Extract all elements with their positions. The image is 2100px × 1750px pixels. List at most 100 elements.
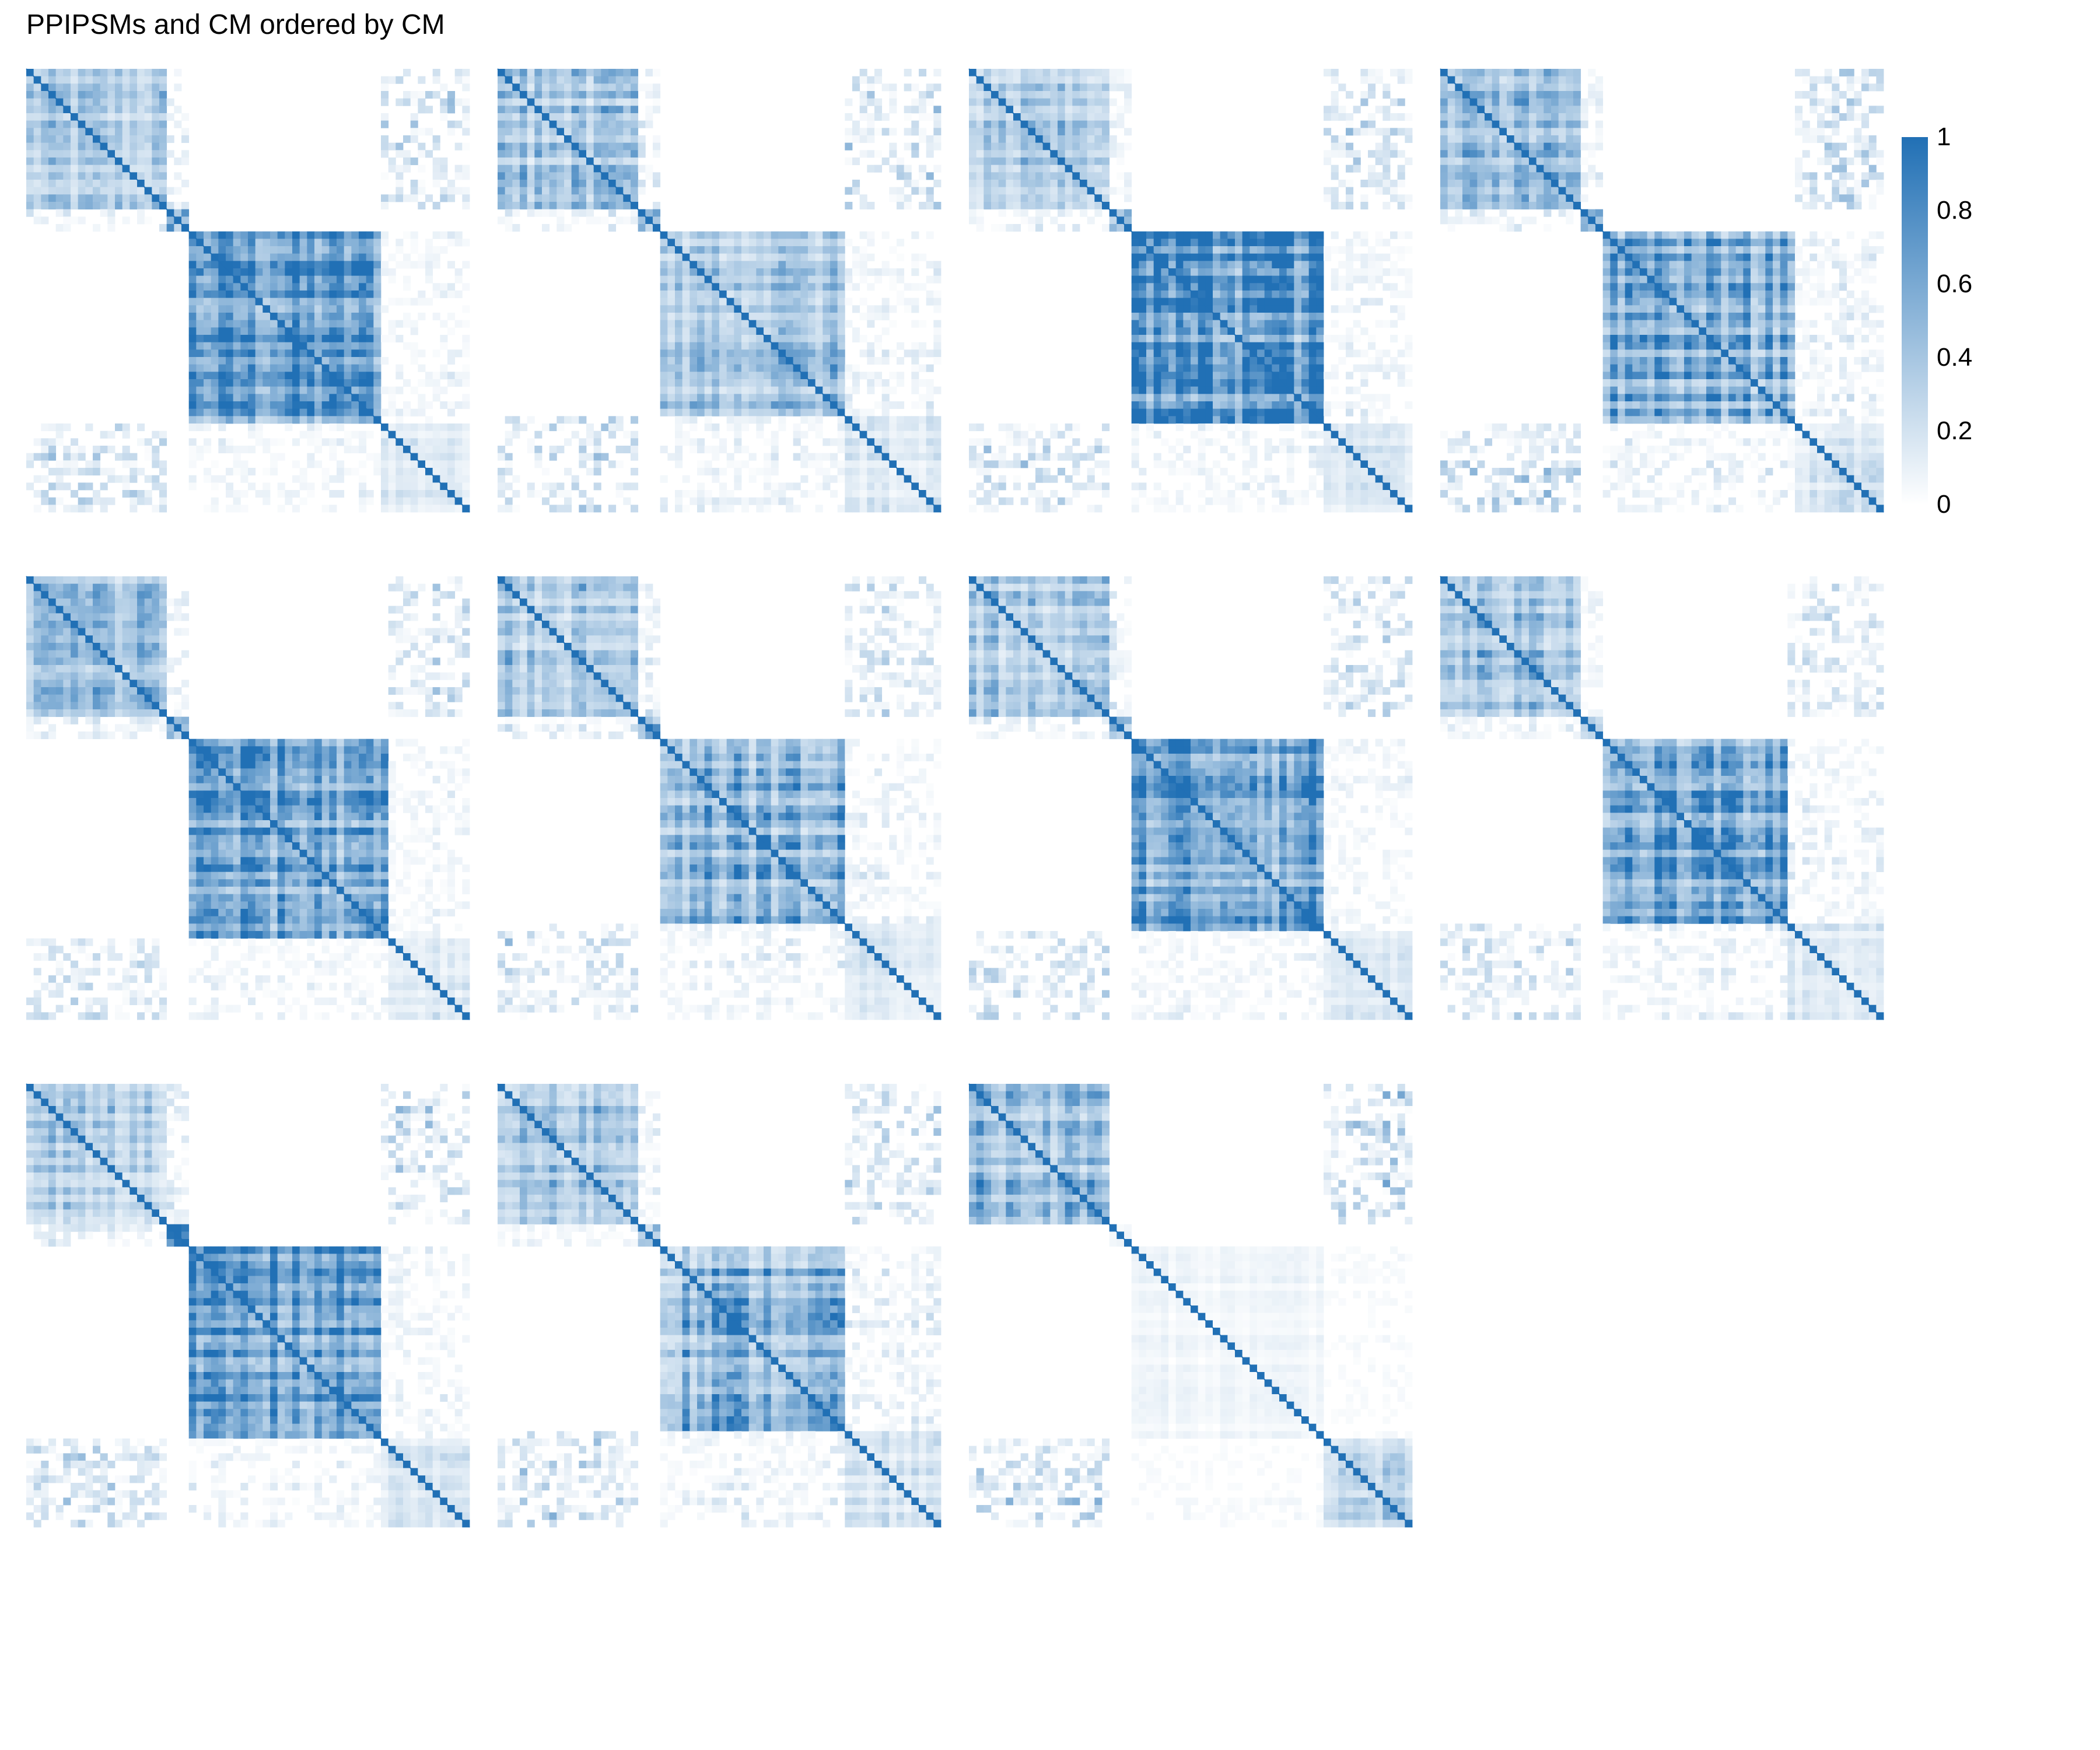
heatmap-cell <box>314 313 323 321</box>
heatmap-cell <box>321 386 330 394</box>
heatmap-cell <box>859 76 867 84</box>
heatmap-cell <box>512 98 520 106</box>
heatmap-cell <box>1257 253 1265 261</box>
heatmap-cell <box>852 335 860 343</box>
heatmap-cell <box>984 194 992 202</box>
heatmap-cell <box>682 305 690 313</box>
heatmap-cell <box>1058 120 1066 128</box>
heatmap-cell <box>1331 91 1339 99</box>
heatmap-cell <box>889 372 897 380</box>
heatmap-cell <box>1375 261 1383 269</box>
heatmap-cell <box>534 128 542 136</box>
heatmap-cell <box>586 453 594 461</box>
heatmap-cell <box>586 76 594 84</box>
heatmap-cell <box>1242 357 1250 365</box>
heatmap-cell <box>764 453 772 461</box>
heatmap-cell <box>1080 106 1088 114</box>
heatmap-cell <box>1065 158 1073 166</box>
heatmap-cell <box>1338 424 1346 432</box>
heatmap-cell <box>144 91 152 99</box>
heatmap-cell <box>1139 231 1147 239</box>
heatmap-cell <box>793 320 801 328</box>
heatmap-cell <box>403 150 411 158</box>
heatmap-cell <box>1153 364 1161 372</box>
heatmap-cell <box>1205 268 1213 276</box>
heatmap-cell <box>240 239 249 247</box>
heatmap-cell <box>447 497 456 505</box>
heatmap-cell <box>667 268 676 276</box>
heatmap-cell <box>1331 246 1339 254</box>
heatmap-cell <box>1080 142 1088 150</box>
heatmap-cell <box>852 253 860 261</box>
heatmap-cell <box>1050 158 1058 166</box>
heatmap-cell <box>329 231 337 239</box>
heatmap-cell <box>1087 113 1095 121</box>
heatmap-cell <box>904 468 912 476</box>
heatmap-cell <box>381 482 389 491</box>
heatmap-cell <box>498 164 506 173</box>
heatmap-cell <box>432 231 440 239</box>
heatmap-cell <box>137 106 145 114</box>
heatmap-cell <box>1050 113 1058 121</box>
heatmap-cell <box>1028 158 1036 166</box>
heatmap-cell <box>520 172 528 180</box>
heatmap-cell <box>1205 349 1213 358</box>
heatmap-cell <box>793 313 801 321</box>
heatmap-cell <box>1227 349 1236 358</box>
heatmap-cell <box>233 446 241 454</box>
heatmap-cell <box>778 290 786 299</box>
heatmap-cell <box>285 305 293 313</box>
heatmap-cell <box>549 202 557 210</box>
heatmap-cell <box>1213 335 1221 343</box>
heatmap-cell <box>1360 298 1368 306</box>
heatmap-cell <box>262 394 271 402</box>
heatmap-cell <box>593 187 601 195</box>
heatmap-cell <box>204 298 212 306</box>
heatmap-cell <box>675 379 683 387</box>
heatmap-cell <box>48 98 57 106</box>
heatmap-cell <box>586 430 594 439</box>
heatmap-cell <box>299 305 307 313</box>
heatmap-cell <box>388 268 396 276</box>
heatmap-cell <box>218 283 226 291</box>
heatmap-cell <box>85 135 93 144</box>
heatmap-cell <box>1235 268 1243 276</box>
heatmap-cell <box>1191 416 1199 424</box>
heatmap-cell <box>454 505 463 513</box>
heatmap-cell <box>454 69 463 77</box>
heatmap-cell <box>1308 290 1317 299</box>
heatmap-cell <box>418 490 426 498</box>
heatmap-cell <box>1220 408 1228 416</box>
heatmap-cell <box>764 327 772 335</box>
heatmap-cell <box>277 239 285 247</box>
heatmap-cell <box>337 335 345 343</box>
heatmap-cell <box>440 475 448 483</box>
heatmap-cell <box>41 446 49 454</box>
heatmap-cell <box>329 342 337 350</box>
heatmap-cell <box>564 91 572 99</box>
heatmap-cell <box>881 424 890 432</box>
heatmap-cell <box>859 231 867 239</box>
heatmap-cell <box>1161 313 1169 321</box>
heatmap-cell <box>1235 386 1243 394</box>
heatmap-cell <box>1131 430 1139 439</box>
heatmap-cell <box>396 416 404 424</box>
heatmap-cell <box>447 194 456 202</box>
heatmap-cell <box>1368 164 1376 173</box>
heatmap-cell <box>593 180 601 188</box>
heatmap-cell <box>615 158 624 166</box>
heatmap-cell <box>337 357 345 365</box>
heatmap-cell <box>240 261 249 269</box>
heatmap-cell <box>1191 408 1199 416</box>
heatmap-cell <box>926 460 934 468</box>
heatmap-cell <box>454 490 463 498</box>
heatmap-cell <box>1020 438 1028 446</box>
heatmap-cell <box>48 76 57 84</box>
heatmap-cell <box>388 335 396 343</box>
heatmap-cell <box>321 416 330 424</box>
heatmap-cell <box>756 320 764 328</box>
heatmap-cell <box>314 290 323 299</box>
heatmap-cell <box>93 172 101 180</box>
heatmap-cell <box>874 69 883 77</box>
heatmap-cell <box>771 283 779 291</box>
